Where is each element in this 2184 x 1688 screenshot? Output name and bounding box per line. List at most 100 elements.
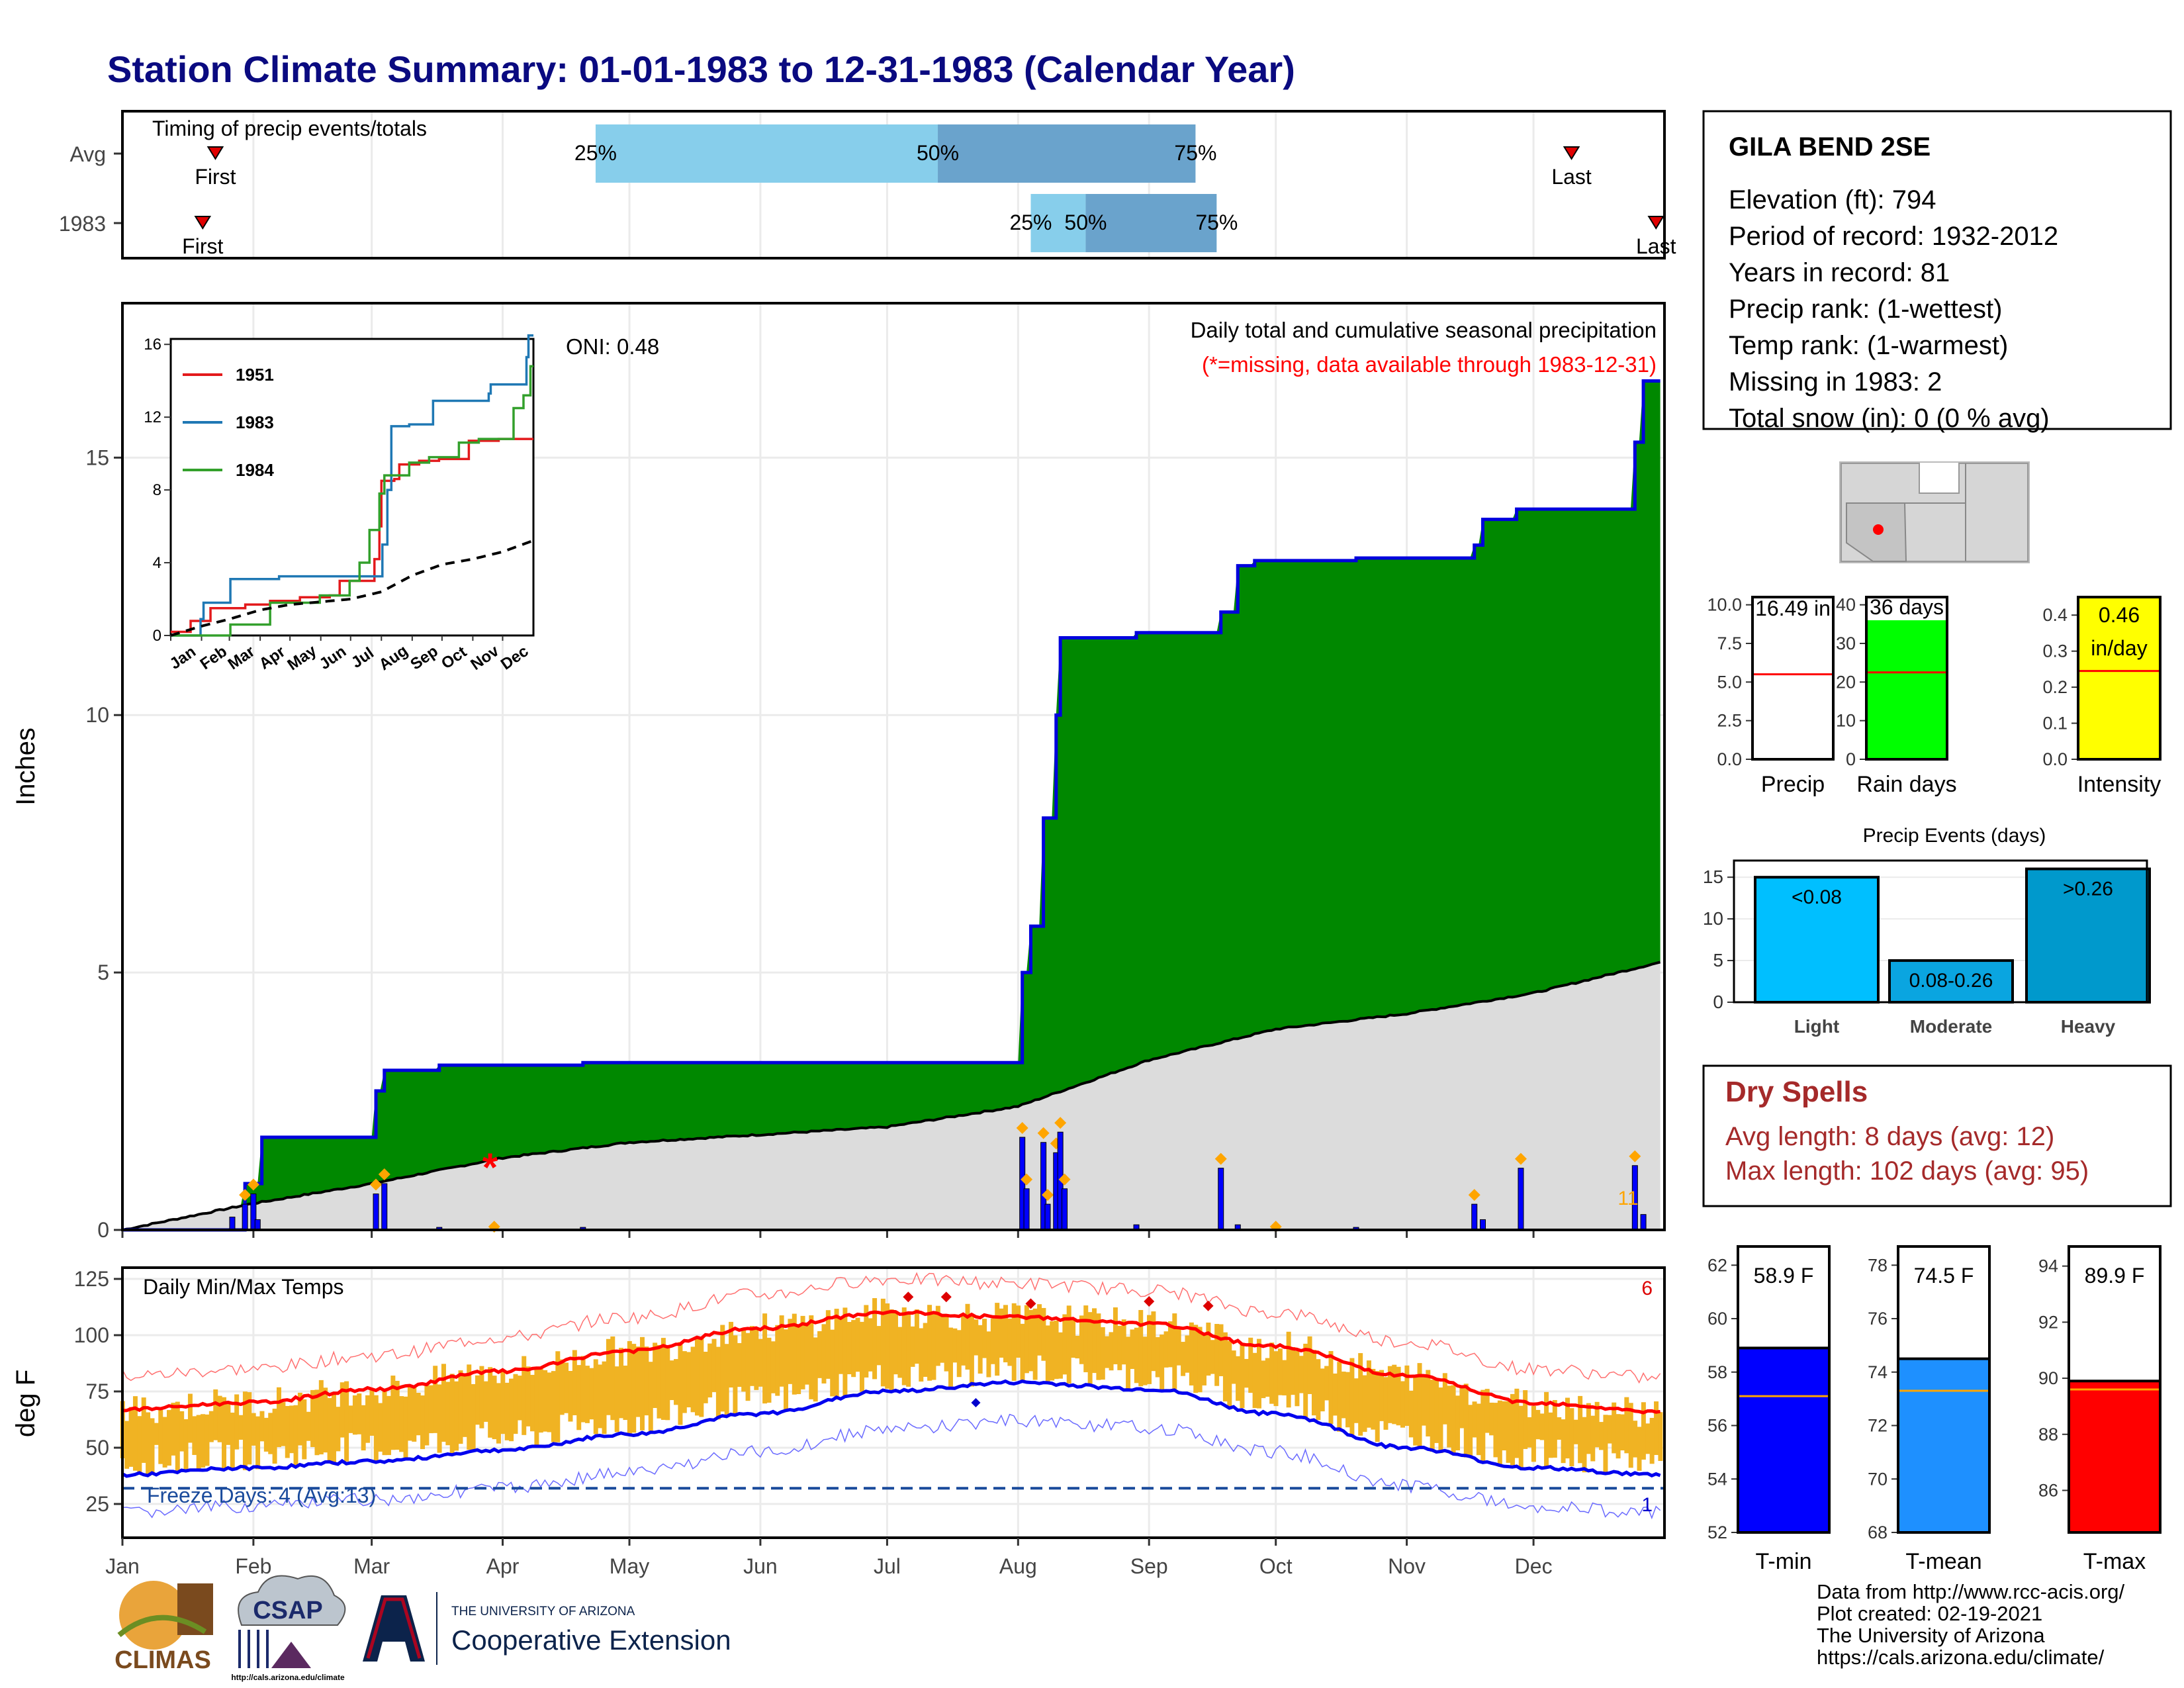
- daily-temp-bar: [171, 1403, 176, 1456]
- raindays-gauge-outline: [1865, 596, 1948, 761]
- timing-p25-label: 25%: [1009, 211, 1052, 234]
- daily-temp-bar: [1645, 1423, 1651, 1454]
- month-label: May: [610, 1554, 649, 1578]
- daily-temp-bar: [1045, 1325, 1050, 1383]
- t-max-gauge-tick-label: 94: [2038, 1256, 2058, 1276]
- daily-temp-bar: [703, 1352, 708, 1403]
- t-mean-gauge-label: T-mean: [1905, 1549, 1981, 1574]
- extreme-count: 11: [1617, 1188, 1638, 1209]
- daily-temp-bar: [1100, 1327, 1105, 1380]
- daily-temp-bar: [1599, 1422, 1604, 1450]
- precip-subtitle: Daily total and cumulative seasonal prec…: [1191, 318, 1657, 342]
- daily-temp-bar: [365, 1395, 371, 1443]
- daily-temp-bar: [1455, 1395, 1460, 1451]
- temp-ytick-label: 50: [85, 1436, 109, 1460]
- daily-temp-bar: [775, 1325, 780, 1396]
- daily-temp-bar: [1189, 1322, 1194, 1385]
- daily-temp-bar: [1087, 1312, 1093, 1385]
- timing-p75-label: 75%: [1174, 141, 1216, 165]
- daily-temp-bar: [268, 1413, 273, 1454]
- average-min-line: [121, 1379, 1661, 1478]
- daily-temp-bar: [154, 1423, 159, 1445]
- daily-temp-bar: [919, 1328, 924, 1382]
- daily-temp-bar: [749, 1326, 754, 1386]
- daily-temp-bar: [965, 1303, 970, 1370]
- daily-temp-bar: [1404, 1365, 1410, 1427]
- daily-temp-bar: [1358, 1353, 1363, 1436]
- daily-temp-bar: [1236, 1356, 1241, 1401]
- station-years: Years in record: 81: [1729, 258, 1950, 287]
- daily-precip-bar: [1640, 1214, 1647, 1231]
- daily-temp-bar: [792, 1313, 797, 1395]
- daily-temp-bar: [1586, 1403, 1591, 1454]
- daily-temp-bar: [619, 1348, 624, 1419]
- daily-temp-bar: [1493, 1403, 1498, 1458]
- daily-temp-bar: [699, 1338, 704, 1417]
- daily-temp-bar: [1421, 1377, 1426, 1426]
- daily-temp-bar: [1557, 1417, 1562, 1440]
- daily-temp-bar: [323, 1387, 328, 1453]
- daily-temp-bar: [399, 1396, 404, 1452]
- daily-temp-bar: [1518, 1405, 1524, 1468]
- precip-gauge-tick-label: 2.5: [1717, 711, 1742, 731]
- daily-temp-bar: [1058, 1332, 1063, 1379]
- month-label: Oct: [1259, 1554, 1293, 1578]
- daily-temp-bar: [1552, 1400, 1557, 1458]
- daily-temp-bar: [800, 1315, 805, 1389]
- daily-temp-bar: [1476, 1403, 1481, 1456]
- daily-temp-bar: [1311, 1350, 1316, 1416]
- daily-temp-bar: [906, 1314, 911, 1387]
- inset-line-1983: [171, 334, 533, 637]
- daily-temp-bar: [1590, 1415, 1596, 1462]
- daily-temp-bar: [175, 1401, 180, 1471]
- daily-temp-bar: [1202, 1335, 1206, 1385]
- temp-ytick-label: 125: [74, 1267, 109, 1291]
- daily-temp-bar: [1332, 1373, 1338, 1416]
- daily-temp-bar: [226, 1403, 231, 1445]
- month-label: Jul: [874, 1554, 901, 1578]
- temp-ytick-label: 100: [74, 1323, 109, 1347]
- t-min-gauge-tick-label: 52: [1707, 1523, 1727, 1542]
- daily-temp-bar: [483, 1381, 488, 1422]
- record-low-marker: [971, 1398, 981, 1407]
- ua-name: THE UNIVERSITY OF ARIZONA: [451, 1605, 635, 1618]
- daily-temp-bar: [1214, 1324, 1220, 1386]
- daily-temp-bar: [1062, 1314, 1068, 1375]
- extreme-day-marker: [1058, 1173, 1071, 1186]
- intensity-gauge-label: Intensity: [2077, 772, 2161, 797]
- daily-temp-bar: [1400, 1381, 1406, 1428]
- daily-temp-bar: [1565, 1397, 1570, 1459]
- daily-temp-bar: [788, 1319, 793, 1384]
- daily-temp-bar: [1502, 1401, 1507, 1451]
- daily-temp-bar: [386, 1395, 391, 1456]
- daily-temp-bar: [986, 1331, 991, 1378]
- daily-temp-bar: [1117, 1325, 1122, 1370]
- daily-temp-bar: [830, 1329, 835, 1397]
- raindays-gauge-tick-label: 10: [1836, 711, 1856, 731]
- temp-panel-frame: [121, 1266, 1666, 1539]
- raindays-gauge-label: Rain days: [1856, 772, 1956, 797]
- csap-wordmark: CSAP: [253, 1597, 323, 1624]
- daily-temp-bar: [1269, 1342, 1275, 1404]
- timing-bar-50-75: [938, 124, 1196, 183]
- daily-temp-bar: [974, 1319, 979, 1356]
- t-min-gauge-tick-label: 60: [1707, 1309, 1727, 1329]
- extreme-day-marker: [239, 1189, 251, 1201]
- daily-temp-bar: [690, 1346, 696, 1413]
- daily-precip-bar: [381, 1183, 388, 1231]
- raindays-gauge-tick-label: 0: [1846, 749, 1856, 769]
- timing-bar-25-50: [1030, 194, 1086, 252]
- t-mean-gauge-tick-label: 70: [1868, 1469, 1888, 1489]
- daily-temp-bar: [940, 1315, 945, 1363]
- t-max-gauge-tick-label: 88: [2038, 1425, 2058, 1444]
- t-min-gauge-fill: [1739, 1348, 1828, 1531]
- daily-temp-bar: [1265, 1358, 1270, 1397]
- daily-temp-bar: [208, 1411, 214, 1442]
- daily-temp-bar: [412, 1385, 417, 1442]
- daily-temp-bar: [927, 1305, 933, 1381]
- events-outline: [1733, 859, 2148, 1004]
- csap-cloud: [238, 1575, 346, 1626]
- daily-temp-bar: [1497, 1400, 1502, 1467]
- intensity-gauge-tick-label: 0.4: [2042, 605, 2068, 625]
- daily-temp-bar: [724, 1344, 729, 1417]
